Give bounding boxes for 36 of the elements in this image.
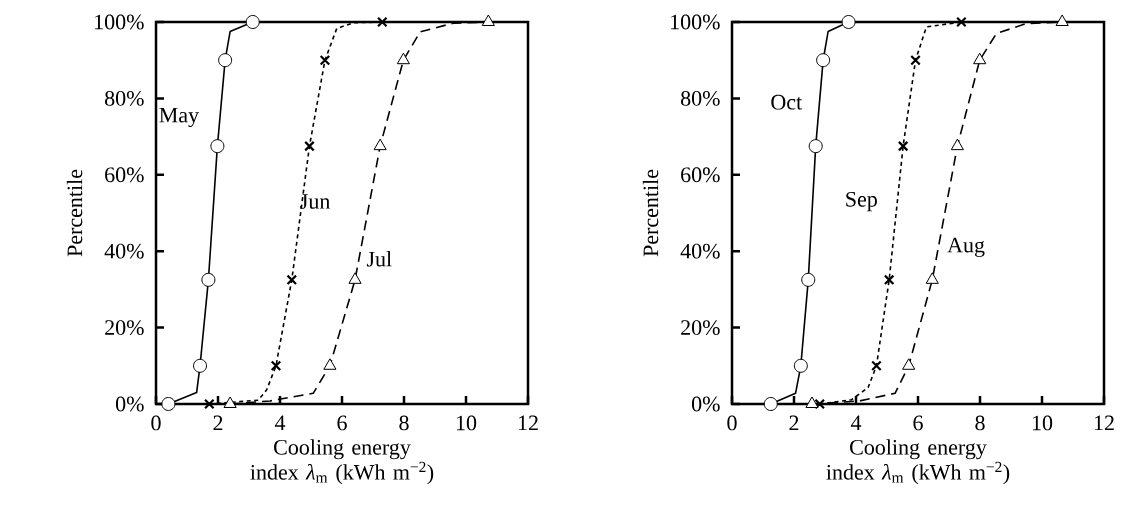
x-tick-label: 10	[1032, 415, 1053, 431]
x-tick-label: 12	[518, 415, 538, 431]
series-label: Jun	[300, 194, 331, 209]
legend-label: Oct	[771, 94, 803, 110]
y-tick-label: 40%	[104, 243, 144, 259]
series-label: Aug	[947, 237, 985, 258]
y-tick-label: 0%	[691, 396, 720, 412]
y-tick-label: 20%	[681, 320, 720, 336]
y-tick-label: 100%	[95, 14, 144, 30]
y-tick-label: 100%	[671, 14, 720, 30]
x-tick-label: 6	[337, 415, 347, 431]
y-tick-label: 80%	[680, 90, 720, 106]
x-tick-label: 0	[727, 415, 737, 431]
x-tick-label: 2	[789, 415, 799, 431]
x-tick-label: 2	[213, 415, 223, 431]
y-tick-label: 60%	[105, 167, 144, 183]
x-tick-label: 4	[850, 415, 862, 430]
x-tick-label: 0	[151, 415, 161, 431]
y-tick-label: 20%	[105, 320, 144, 336]
y-axis-title: Percentile	[66, 169, 83, 257]
y-tick-label: 0%	[115, 396, 144, 412]
y-axis-title: Percentile	[642, 169, 659, 257]
y-tick-label: 80%	[104, 90, 144, 106]
y-tick-label: 40%	[680, 243, 720, 259]
x-tick-label: 8	[975, 415, 985, 431]
x-tick-label: 4	[274, 415, 286, 430]
series-label: Sep	[846, 191, 877, 212]
y-tick-label: 60%	[681, 167, 720, 183]
x-tick-label: 8	[399, 415, 409, 431]
x-tick-label: 10	[456, 415, 477, 431]
x-axis-title: Cooling energy index λ$_{m}$ (kWh m$^{−2}$)	[826, 439, 1010, 485]
x-axis-title: Cooling energy index λ$_{m}$ (kWh m$^{−2}$)	[250, 439, 434, 485]
legend-label: May	[159, 107, 199, 128]
x-tick-label: 6	[913, 415, 923, 431]
series-label: Jul	[366, 251, 392, 267]
x-tick-label: 12	[1094, 415, 1114, 431]
